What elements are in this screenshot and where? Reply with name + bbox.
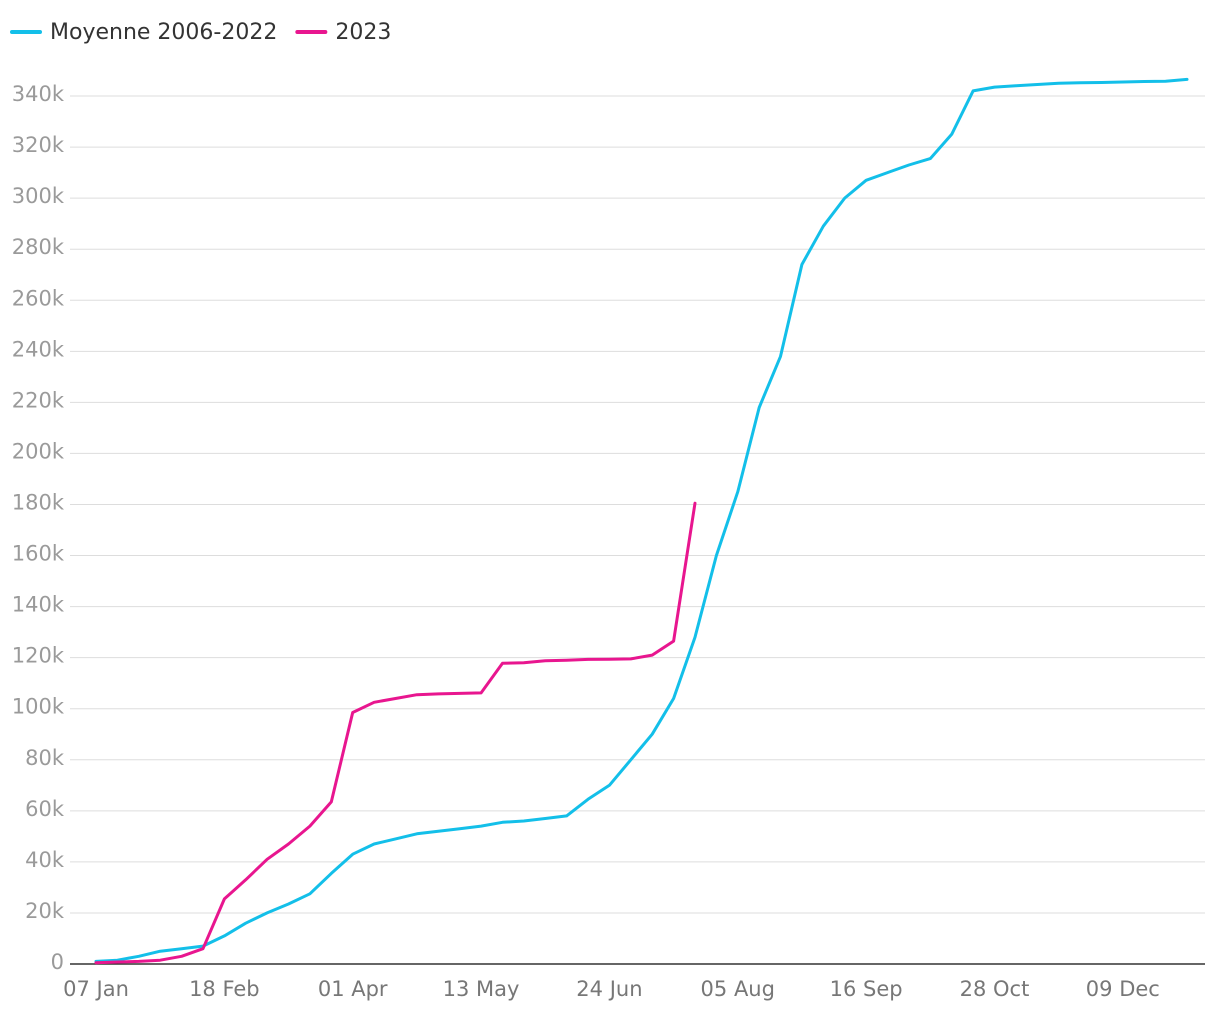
x-tick-label: 05 Aug bbox=[701, 977, 775, 1001]
y-tick-label: 300k bbox=[12, 184, 65, 208]
x-tick-label: 16 Sep bbox=[830, 977, 903, 1001]
x-tick-label: 28 Oct bbox=[960, 977, 1030, 1001]
y-tick-label: 200k bbox=[12, 439, 65, 463]
x-tick-label: 24 Jun bbox=[576, 977, 642, 1001]
y-tick-label: 320k bbox=[12, 133, 65, 157]
y-tick-label: 340k bbox=[12, 82, 65, 106]
y-tick-label: 140k bbox=[12, 593, 65, 617]
series-line bbox=[94, 77, 1189, 963]
legend-label: 2023 bbox=[335, 20, 391, 45]
y-tick-label: 180k bbox=[12, 490, 65, 514]
y-tick-label: 0 bbox=[51, 950, 64, 974]
y-tick-label: 40k bbox=[25, 848, 65, 872]
y-tick-label: 280k bbox=[12, 235, 65, 259]
legend-label: Moyenne 2006-2022 bbox=[50, 20, 277, 45]
x-tick-label: 07 Jan bbox=[63, 977, 129, 1001]
y-tick-label: 160k bbox=[12, 542, 65, 566]
y-tick-label: 60k bbox=[25, 797, 65, 821]
x-tick-label: 18 Feb bbox=[189, 977, 260, 1001]
x-tick-label: 09 Dec bbox=[1086, 977, 1160, 1001]
y-tick-label: 260k bbox=[12, 286, 65, 310]
y-tick-label: 240k bbox=[12, 337, 65, 361]
y-tick-label: 100k bbox=[12, 695, 65, 719]
y-tick-label: 20k bbox=[25, 899, 65, 923]
y-tick-label: 220k bbox=[12, 388, 65, 412]
x-tick-label: 01 Apr bbox=[318, 977, 388, 1001]
x-tick-label: 13 May bbox=[443, 977, 520, 1001]
y-tick-label: 80k bbox=[25, 746, 65, 770]
series-line bbox=[94, 501, 697, 965]
y-tick-label: 120k bbox=[12, 644, 65, 668]
